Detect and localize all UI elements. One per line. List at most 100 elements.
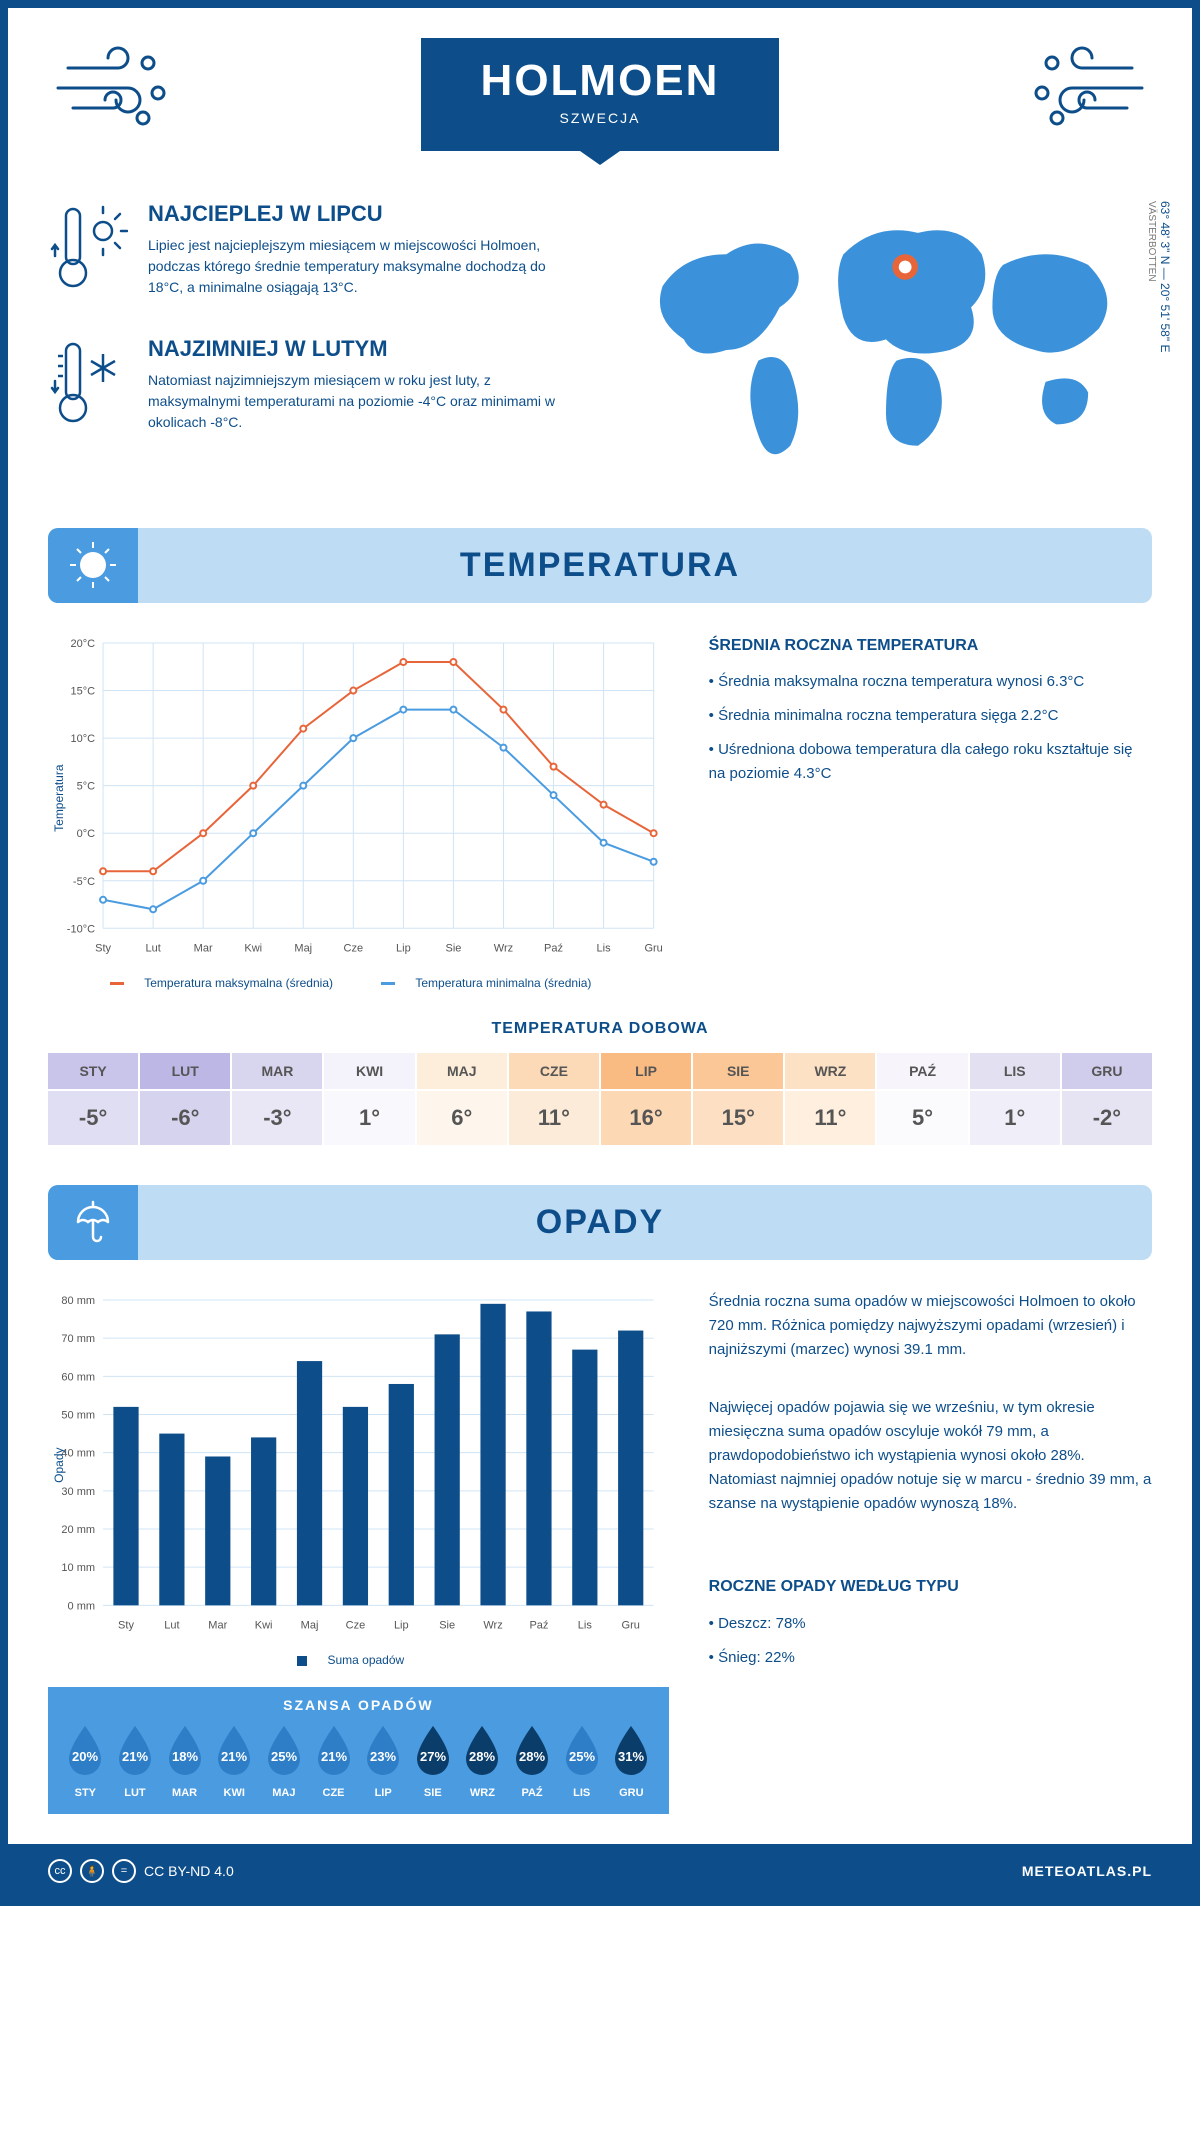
- svg-text:21%: 21%: [221, 1749, 247, 1764]
- daily-value: 11°: [785, 1091, 875, 1145]
- section-temperature-title: TEMPERATURA: [48, 546, 1152, 585]
- chance-drop: 25%MAJ: [262, 1723, 307, 1799]
- svg-text:10 mm: 10 mm: [61, 1562, 95, 1574]
- chance-drop: 31%GRU: [609, 1723, 654, 1799]
- nd-icon: =: [112, 1859, 136, 1883]
- svg-text:15°C: 15°C: [70, 685, 95, 697]
- fact-cold-text: Natomiast najzimniejszym miesiącem w rok…: [148, 370, 580, 433]
- temp-bullet-1: • Średnia maksymalna roczna temperatura …: [709, 670, 1152, 694]
- license-text: CC BY-ND 4.0: [144, 1863, 234, 1879]
- svg-text:Paź: Paź: [529, 1619, 548, 1631]
- chance-drop: 27%SIE: [410, 1723, 455, 1799]
- chance-title: SZANSA OPADÓW: [63, 1697, 654, 1713]
- daily-head: LIS: [970, 1053, 1060, 1089]
- cc-icon: cc: [48, 1859, 72, 1883]
- svg-text:Kwi: Kwi: [244, 942, 262, 954]
- wind-icon-left: [48, 38, 178, 143]
- svg-text:30 mm: 30 mm: [61, 1486, 95, 1498]
- svg-text:18%: 18%: [172, 1749, 198, 1764]
- precip-snow: • Śnieg: 22%: [709, 1646, 1152, 1670]
- svg-text:0°C: 0°C: [77, 828, 96, 840]
- svg-text:28%: 28%: [469, 1749, 495, 1764]
- svg-text:21%: 21%: [320, 1749, 346, 1764]
- section-precip-title: OPADY: [48, 1203, 1152, 1242]
- svg-text:10°C: 10°C: [70, 733, 95, 745]
- chance-drop: 21%KWI: [212, 1723, 257, 1799]
- fact-warm-title: NAJCIEPLEJ W LIPCU: [148, 201, 580, 227]
- daily-head: WRZ: [785, 1053, 875, 1089]
- chance-drop: 21%LUT: [113, 1723, 158, 1799]
- svg-text:Sty: Sty: [95, 942, 111, 954]
- svg-text:Cze: Cze: [344, 942, 364, 954]
- svg-text:Wrz: Wrz: [483, 1619, 502, 1631]
- by-icon: 🧍: [80, 1859, 104, 1883]
- wind-icon-right: [1022, 38, 1152, 143]
- precip-type-title: ROCZNE OPADY WEDŁUG TYPU: [709, 1574, 1152, 1600]
- svg-text:50 mm: 50 mm: [61, 1409, 95, 1421]
- precip-rain: • Deszcz: 78%: [709, 1612, 1152, 1636]
- temp-info-title: ŚREDNIA ROCZNA TEMPERATURA: [709, 633, 1152, 659]
- temperature-chart: -10°C-5°C0°C5°C10°C15°C20°CStyLutMarKwiM…: [48, 633, 669, 990]
- footer: cc 🧍 = CC BY-ND 4.0 METEOATLAS.PL: [8, 1844, 1192, 1898]
- daily-value: 1°: [324, 1091, 414, 1145]
- daily-head: MAR: [232, 1053, 322, 1089]
- svg-text:Lip: Lip: [396, 942, 411, 954]
- svg-text:Gru: Gru: [644, 942, 662, 954]
- precip-chart: 0 mm10 mm20 mm30 mm40 mm50 mm60 mm70 mm8…: [48, 1290, 669, 1814]
- chance-drop: 20%STY: [63, 1723, 108, 1799]
- coords-text: 63° 48' 3" N — 20° 51' 58" E: [1158, 201, 1172, 352]
- svg-text:Lip: Lip: [394, 1619, 409, 1631]
- section-temperature: TEMPERATURA: [48, 528, 1152, 603]
- daily-head: PAŹ: [877, 1053, 967, 1089]
- temp-bullet-2: • Średnia minimalna roczna temperatura s…: [709, 704, 1152, 728]
- daily-head: MAJ: [417, 1053, 507, 1089]
- daily-value: 5°: [877, 1091, 967, 1145]
- rain-chance: SZANSA OPADÓW 20%STY21%LUT18%MAR21%KWI25…: [48, 1687, 669, 1814]
- svg-text:Kwi: Kwi: [255, 1619, 273, 1631]
- daily-value: 15°: [693, 1091, 783, 1145]
- daily-value: -5°: [48, 1091, 138, 1145]
- legend-precip: Suma opadów: [327, 1653, 404, 1667]
- svg-text:Paź: Paź: [544, 942, 563, 954]
- brand: METEOATLAS.PL: [1022, 1863, 1152, 1879]
- coordinates: 63° 48' 3" N — 20° 51' 58" E VÄSTERBOTTE…: [1144, 201, 1172, 352]
- svg-text:20%: 20%: [72, 1749, 98, 1764]
- svg-text:-10°C: -10°C: [67, 923, 95, 935]
- license: cc 🧍 = CC BY-ND 4.0: [48, 1859, 234, 1883]
- legend-max: Temperatura maksymalna (średnia): [144, 976, 333, 990]
- svg-text:Opady: Opady: [52, 1447, 66, 1482]
- svg-text:70 mm: 70 mm: [61, 1333, 95, 1345]
- temperature-info: ŚREDNIA ROCZNA TEMPERATURA • Średnia mak…: [709, 633, 1152, 990]
- svg-text:Wrz: Wrz: [494, 942, 513, 954]
- header: HOLMOEN SZWECJA: [48, 38, 1152, 171]
- daily-value: 11°: [509, 1091, 599, 1145]
- temp-bullet-3: • Uśredniona dobowa temperatura dla całe…: [709, 738, 1152, 786]
- svg-text:21%: 21%: [122, 1749, 148, 1764]
- region-text: VÄSTERBOTTEN: [1146, 201, 1157, 282]
- svg-text:Mar: Mar: [208, 1619, 227, 1631]
- thermometer-snow-icon: [48, 336, 128, 441]
- daily-head: LUT: [140, 1053, 230, 1089]
- fact-cold-title: NAJZIMNIEJ W LUTYM: [148, 336, 580, 362]
- chance-drop: 28%WRZ: [460, 1723, 505, 1799]
- intro-row: NAJCIEPLEJ W LIPCU Lipiec jest najcieple…: [48, 171, 1152, 508]
- fact-warm: NAJCIEPLEJ W LIPCU Lipiec jest najcieple…: [48, 201, 580, 306]
- daily-head: SIE: [693, 1053, 783, 1089]
- daily-temp-title: TEMPERATURA DOBOWA: [48, 1020, 1152, 1038]
- precip-info: Średnia roczna suma opadów w miejscowośc…: [709, 1290, 1152, 1814]
- daily-value: -6°: [140, 1091, 230, 1145]
- svg-text:Maj: Maj: [294, 942, 312, 954]
- chance-drop: 25%LIS: [559, 1723, 604, 1799]
- precip-legend: Suma opadów: [48, 1653, 669, 1667]
- svg-text:80 mm: 80 mm: [61, 1295, 95, 1307]
- svg-text:Lis: Lis: [578, 1619, 593, 1631]
- svg-text:Temperatura: Temperatura: [52, 764, 66, 832]
- svg-text:5°C: 5°C: [77, 780, 96, 792]
- svg-text:60 mm: 60 mm: [61, 1371, 95, 1383]
- daily-value: 16°: [601, 1091, 691, 1145]
- daily-value: -2°: [1062, 1091, 1152, 1145]
- daily-temp-table: STYLUTMARKWIMAJCZELIPSIEWRZPAŹLISGRU-5°-…: [48, 1053, 1152, 1145]
- svg-text:-5°C: -5°C: [73, 875, 95, 887]
- svg-text:Cze: Cze: [346, 1619, 366, 1631]
- svg-text:31%: 31%: [618, 1749, 644, 1764]
